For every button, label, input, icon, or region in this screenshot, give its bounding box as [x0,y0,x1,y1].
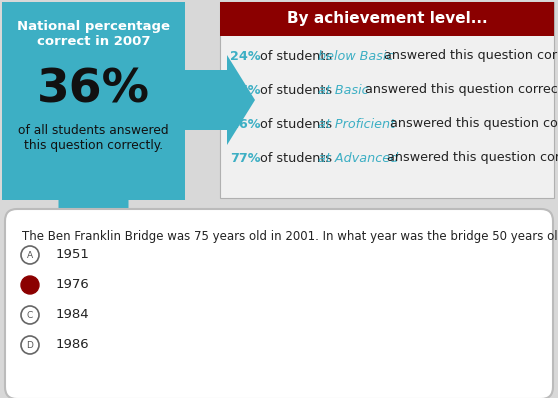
Bar [2,2,185,200]
Text: answered this question correctly.: answered this question correctly. [361,84,558,96]
Polygon shape [44,200,143,270]
Text: 46%: 46% [230,117,261,131]
Circle shape [21,276,39,294]
Text: below Basic: below Basic [318,49,393,62]
Text: 1984: 1984 [56,308,90,322]
Text: at Advanced: at Advanced [318,152,398,164]
Text: answered this question correctly.: answered this question correctly. [383,152,558,164]
Text: 36%: 36% [37,68,150,113]
Text: 24%: 24% [230,49,261,62]
Text: A: A [27,250,33,259]
Text: answered this question correctly.: answered this question correctly. [380,49,558,62]
Bar [220,2,554,198]
Text: 1976: 1976 [56,279,90,291]
Text: of students: of students [256,152,336,164]
Text: of students: of students [256,49,336,62]
Text: National percentage
correct in 2007: National percentage correct in 2007 [17,20,170,48]
Text: of students: of students [256,117,336,131]
Text: of students: of students [256,84,336,96]
Text: at Proficient: at Proficient [318,117,395,131]
Polygon shape [185,55,255,145]
Text: D: D [27,341,33,349]
Text: of all students answered
this question correctly.: of all students answered this question c… [18,124,169,152]
Text: The Ben Franklin Bridge was 75 years old in 2001. In what year was the bridge 50: The Ben Franklin Bridge was 75 years old… [22,230,558,243]
Text: 27%: 27% [230,84,261,96]
Text: at Basic: at Basic [318,84,369,96]
Text: answered this question correctly.: answered this question correctly. [386,117,558,131]
Text: By achievement level...: By achievement level... [287,12,487,27]
Text: 77%: 77% [230,152,261,164]
Text: 1986: 1986 [56,339,90,351]
Text: 1951: 1951 [56,248,90,261]
FancyBboxPatch shape [5,209,553,398]
Text: C: C [27,310,33,320]
Bar [220,2,554,36]
